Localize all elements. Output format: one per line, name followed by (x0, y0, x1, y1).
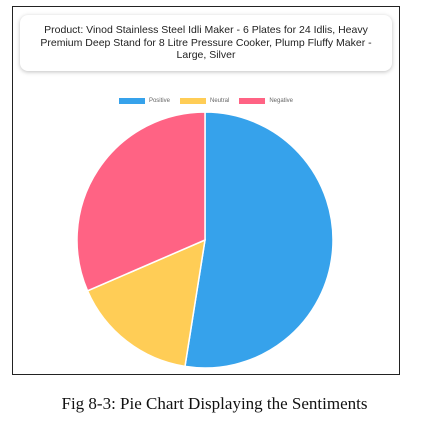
pie-slice-positive[interactable] (184, 111, 334, 369)
chart-title: Product: Vinod Stainless Steel Idli Make… (40, 24, 372, 62)
pie-chart (76, 111, 334, 369)
chart-title-card: Product: Vinod Stainless Steel Idli Make… (20, 15, 392, 71)
legend-item-negative[interactable]: Negative (239, 98, 293, 104)
legend-label: Neutral (209, 98, 230, 104)
pie-slice-neutral[interactable] (86, 238, 206, 368)
legend-swatch (179, 98, 206, 104)
legend-item-positive[interactable]: Positive (118, 98, 170, 104)
legend-item-neutral[interactable]: Neutral (179, 98, 230, 104)
chart-frame: Product: Vinod Stainless Steel Idli Make… (12, 6, 400, 375)
chart-legend: Positive Neutral Negative (13, 95, 399, 107)
legend-label: Negative (269, 98, 294, 104)
figure-caption: Fig 8-3: Pie Chart Displaying the Sentim… (61, 394, 368, 413)
legend-swatch (239, 98, 266, 104)
legend-label: Positive (148, 98, 170, 104)
pie-slice-negative[interactable] (76, 111, 206, 292)
legend-swatch (118, 98, 145, 104)
